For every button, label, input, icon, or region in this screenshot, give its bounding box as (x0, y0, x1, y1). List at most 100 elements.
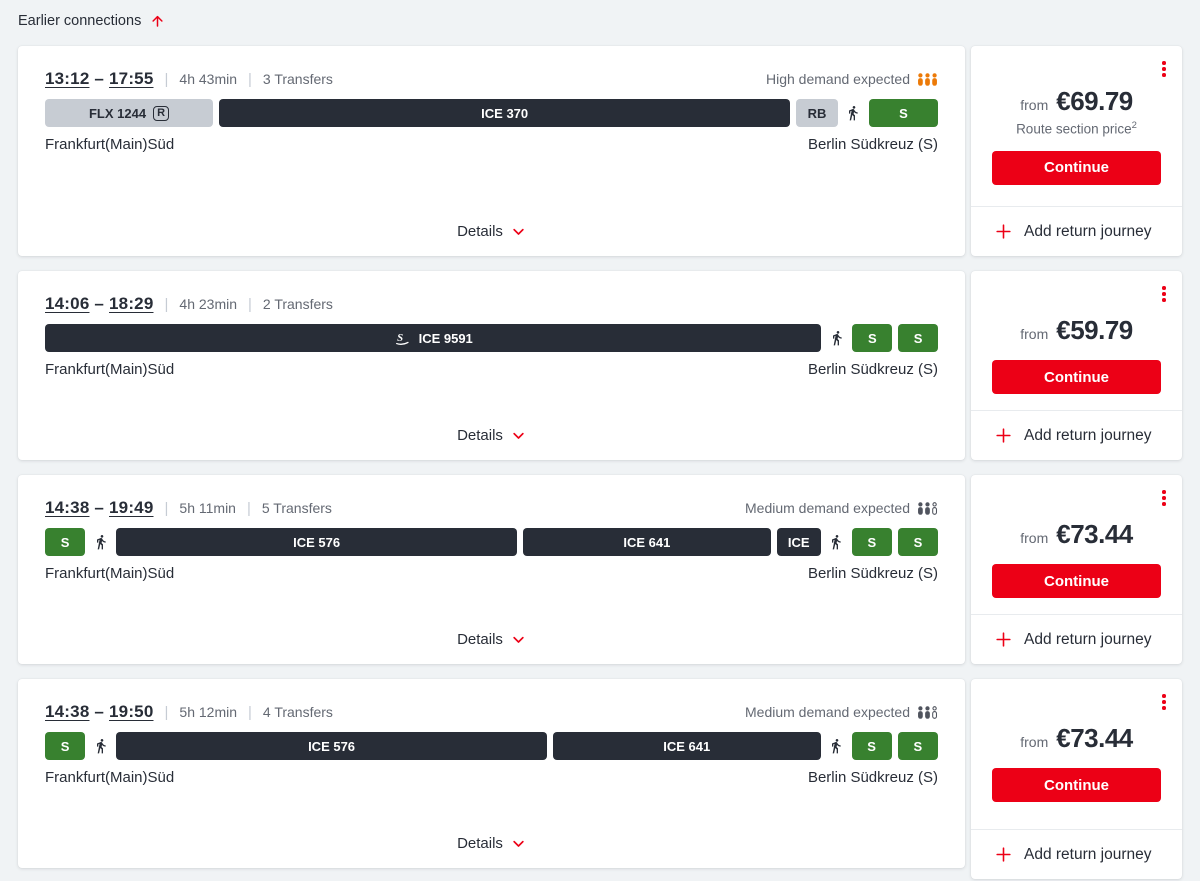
train-segment: ICE 576 (116, 528, 518, 556)
details-label: Details (457, 631, 503, 648)
continue-button[interactable]: Continue (992, 150, 1161, 185)
time-separator: – (94, 69, 105, 88)
walk-transfer (827, 532, 846, 552)
add-return-journey-label: Add return journey (1024, 426, 1152, 444)
details-label: Details (457, 223, 503, 240)
connection-header: 14:06 – 18:29 | 4h 23min | 2 Transfers (45, 294, 938, 314)
r-boxed-icon: R (153, 105, 170, 121)
train-segment: ICE (776, 528, 821, 556)
connection-row: 14:38 – 19:49 | 5h 11min | 5 Transfers M… (18, 475, 1182, 664)
chevron-down-icon (513, 432, 524, 439)
add-return-journey-label: Add return journey (1024, 222, 1152, 240)
arrival-time: 19:49 (109, 498, 154, 517)
stations-row: Frankfurt(Main)Süd Berlin Südkreuz (S) (45, 769, 938, 786)
separator: | (164, 499, 169, 517)
train-segment: ICE 576 (116, 732, 547, 760)
details-toggle[interactable]: Details (457, 223, 526, 243)
more-options-button[interactable] (1159, 283, 1169, 305)
stations-row: Frankfurt(Main)Süd Berlin Südkreuz (S) (45, 136, 938, 153)
connection-row: 14:38 – 19:50 | 5h 12min | 4 Transfers M… (18, 679, 1182, 879)
add-return-journey-button[interactable]: Add return journey (971, 614, 1182, 664)
s-bahn-badge: S (45, 732, 86, 760)
price-from-label: from (1020, 530, 1049, 546)
transfers-count: 2 Transfers (262, 296, 333, 312)
journey-segments-bar: S ICE 576 ICE 641 S S (45, 732, 939, 760)
departure-time: 14:06 (45, 294, 90, 313)
departure-time: 14:38 (45, 498, 90, 517)
separator: | (164, 70, 169, 88)
continue-button[interactable]: Continue (992, 768, 1161, 802)
time-range: 14:06 – 18:29 (45, 294, 154, 314)
price-amount: €73.44 (1056, 723, 1133, 753)
walk-icon (96, 739, 106, 754)
s-bahn-badge: S (898, 324, 938, 352)
duration: 5h 11min (179, 500, 236, 516)
chevron-down-icon (513, 840, 524, 847)
add-return-journey-button[interactable]: Add return journey (971, 206, 1182, 256)
demand-indicator: Medium demand expected (745, 704, 938, 720)
train-segment: S ICE 9591 (45, 324, 822, 352)
journey-segments-bar: S ICE 576 ICE 641 ICE S S (45, 528, 938, 556)
add-return-journey-button[interactable]: Add return journey (971, 829, 1182, 879)
walk-transfer (827, 328, 846, 348)
departure-time: 14:38 (45, 702, 90, 721)
sprinter-icon: S (395, 332, 409, 345)
plus-icon (996, 632, 1011, 647)
s-bahn-badge: S (851, 732, 892, 760)
kebab-menu-icon (1162, 61, 1166, 77)
walk-transfer (827, 736, 846, 756)
details-toggle[interactable]: Details (457, 427, 526, 447)
more-options-button[interactable] (1159, 58, 1169, 80)
walk-icon (832, 535, 841, 550)
continue-button[interactable]: Continue (992, 360, 1161, 394)
separator: | (164, 295, 169, 313)
continue-button[interactable]: Continue (992, 564, 1161, 598)
details-toggle[interactable]: Details (457, 835, 526, 855)
s-bahn-badge: S (851, 528, 892, 556)
demand-text: High demand expected (766, 71, 910, 87)
destination-station: Berlin Südkreuz (S) (807, 361, 938, 378)
more-options-button[interactable] (1159, 691, 1169, 713)
departure-time: 13:12 (45, 69, 90, 88)
price-from-label: from (1020, 326, 1049, 342)
price-amount: €73.44 (1056, 519, 1133, 549)
walk-transfer (844, 103, 863, 123)
train-label: RB (807, 105, 827, 121)
price-note: Route section price2 (1016, 120, 1137, 137)
train-label: ICE 370 (481, 105, 529, 121)
kebab-menu-icon (1162, 490, 1166, 506)
connection-header: 14:38 – 19:50 | 5h 12min | 4 Transfers M… (45, 702, 938, 722)
connection-row: 13:12 – 17:55 | 4h 43min | 3 Transfers H… (18, 46, 1182, 256)
price-line: from €73.44 (992, 519, 1161, 550)
separator: | (248, 70, 252, 88)
time-separator: – (94, 702, 105, 721)
demand-level-icon (918, 501, 938, 515)
train-segment: FLX 1244 R (45, 99, 214, 127)
duration: 4h 43min (179, 71, 237, 87)
details-toggle[interactable]: Details (457, 631, 526, 651)
train-label: ICE 576 (293, 534, 341, 550)
train-segment: ICE 641 (523, 528, 771, 556)
price-amount: €69.79 (1056, 86, 1133, 116)
add-return-journey-button[interactable]: Add return journey (971, 410, 1182, 460)
time-separator: – (94, 498, 105, 517)
more-options-button[interactable] (1159, 487, 1169, 509)
add-return-journey-label: Add return journey (1024, 630, 1152, 648)
train-label: ICE 641 (623, 534, 671, 550)
connection-header: 13:12 – 17:55 | 4h 43min | 3 Transfers H… (45, 69, 938, 89)
earlier-connections-link[interactable]: Earlier connections (18, 13, 165, 29)
duration: 4h 23min (179, 296, 237, 312)
train-label: ICE (787, 534, 810, 550)
price-line: from €59.79 (992, 315, 1161, 346)
demand-text: Medium demand expected (745, 500, 910, 516)
transfers-count: 3 Transfers (262, 71, 333, 87)
duration: 5h 12min (179, 704, 237, 720)
price-panel: from €73.44 Continue Add return journey (971, 475, 1182, 664)
walk-icon (849, 106, 858, 121)
transfers-count: 4 Transfers (262, 704, 333, 720)
transfers-count: 5 Transfers (261, 500, 332, 516)
walk-icon (96, 535, 106, 550)
price-from-label: from (1020, 734, 1049, 750)
kebab-menu-icon (1162, 694, 1166, 710)
